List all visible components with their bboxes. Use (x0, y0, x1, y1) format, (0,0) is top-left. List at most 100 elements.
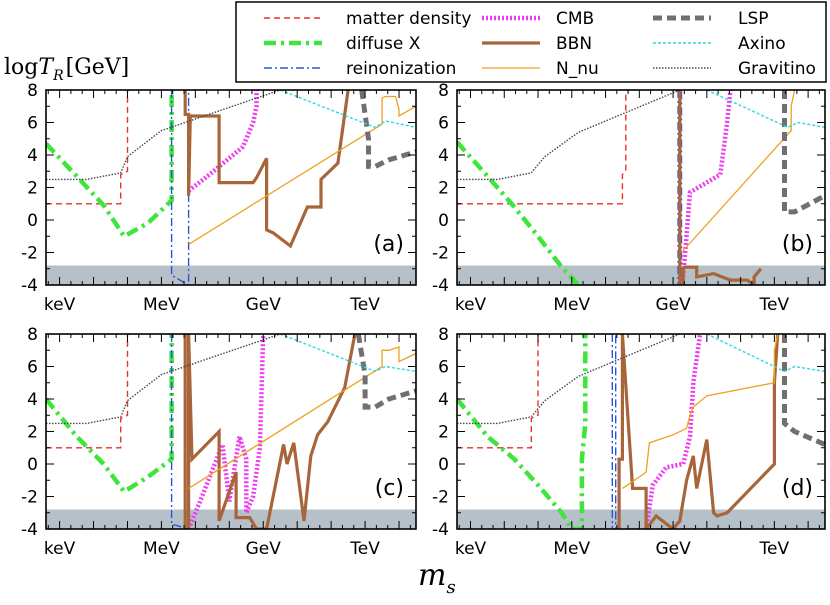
x-tick-label: GeV (246, 295, 282, 315)
y-tick-label: 6 (438, 114, 449, 134)
series-diffuse-x (457, 334, 588, 529)
series-diffuse-x (457, 140, 581, 285)
y-tick-label: 4 (27, 146, 38, 166)
panel-label: (c) (375, 476, 404, 501)
series-n-nu (622, 334, 779, 489)
legend-label-reinonization: reinonization (346, 59, 456, 79)
x-tick-label: keV (455, 295, 487, 315)
series-matter-density (46, 334, 131, 449)
legend-label-n-nu: N_nu (556, 59, 599, 79)
legend-label-bbn: BBN (556, 34, 592, 54)
legend-label-cmb: CMB (556, 9, 594, 29)
y-tick-label: 8 (27, 325, 38, 345)
series-gravitino (46, 334, 281, 425)
series-bbn (183, 334, 359, 529)
series-lsp (359, 90, 416, 169)
series-axino (279, 334, 416, 373)
series-matter-density (457, 334, 542, 449)
x-tick-label: MeV (553, 295, 590, 315)
y-tick-label: 2 (438, 179, 449, 199)
panel-d: 8 6 4 2 0 -2 -4 keV MeV GeV TeV (d) (432, 325, 826, 559)
legend-entry-axino: Axino (653, 34, 786, 54)
y-tick-label: 0 (27, 211, 38, 231)
legend-entry-n-nu: N_nu (482, 59, 599, 79)
series-matter-density (457, 90, 630, 205)
series-cmb (643, 334, 703, 529)
y-tick-label: -4 (21, 276, 38, 296)
y-tick-label: 0 (27, 455, 38, 475)
y-tick-label: 0 (438, 211, 449, 231)
x-tick-label: GeV (246, 539, 282, 559)
series-group (457, 334, 825, 529)
series-gravitino (46, 90, 281, 181)
panel-label: (a) (373, 232, 404, 257)
series-group (46, 90, 416, 285)
legend-entry-lsp: LSP (653, 9, 769, 29)
y-axis-label: logTR[GeV] (4, 55, 129, 84)
series-axino (706, 334, 825, 373)
y-tick-label: 0 (438, 455, 449, 475)
legend: matter density diffuse X reinonization CMB B… (235, 1, 827, 83)
series-matter-density (46, 90, 131, 205)
series-gravitino (457, 334, 681, 425)
x-tick-label: MeV (143, 295, 180, 315)
series-cmb (186, 334, 266, 529)
y-tick-label: 4 (438, 390, 449, 410)
series-reinonization (170, 334, 190, 529)
legend-entry-matter-density: matter density (264, 9, 472, 29)
excluded-region-band (46, 265, 416, 285)
x-tick-label: keV (44, 539, 76, 559)
legend-entry-reinonization: reinonization (264, 59, 456, 79)
y-tick-label: 6 (27, 358, 38, 378)
x-tick-label: TeV (349, 539, 380, 559)
y-tick-label: -2 (21, 488, 38, 508)
y-tick-label: 8 (27, 81, 38, 101)
series-group (46, 334, 416, 529)
series-lsp (782, 90, 825, 215)
y-tick-label: 6 (27, 114, 38, 134)
y-tick-label: 8 (438, 325, 449, 345)
x-tick-label: keV (455, 539, 487, 559)
legend-label-lsp: LSP (738, 9, 769, 29)
series-reinonization (677, 90, 683, 285)
series-lsp (782, 334, 825, 447)
series-bbn (183, 90, 350, 249)
panel-c: 8 6 4 2 0 -2 -4 keV MeV GeV TeV (c) (21, 325, 417, 559)
legend-label-axino: Axino (738, 34, 786, 54)
y-tick-label: 2 (27, 179, 38, 199)
legend-entry-cmb: CMB (482, 9, 594, 29)
y-tick-label: 2 (438, 423, 449, 443)
plot-frame (456, 89, 826, 286)
plot-frame (45, 89, 417, 286)
panel-b: 8 6 4 2 0 -2 -4 keV MeV GeV TeV (b) (432, 81, 826, 315)
x-tick-label: keV (44, 295, 76, 315)
y-tick-label: 2 (27, 423, 38, 443)
y-tick-label: -4 (21, 520, 38, 540)
series-axino (706, 90, 825, 129)
panel-a: 8 6 4 2 0 -2 -4 keV MeV GeV TeV (a) (21, 81, 417, 315)
y-tick-label: -2 (432, 488, 449, 508)
series-reinonization (611, 334, 617, 529)
y-tick-label: 4 (27, 390, 38, 410)
y-tick-label: -2 (432, 244, 449, 264)
legend-label-diffuse-x: diffuse X (346, 34, 421, 54)
x-tick-label: MeV (553, 539, 590, 559)
panel-label: (b) (782, 232, 813, 257)
x-tick-label: TeV (759, 295, 790, 315)
excluded-region-band (46, 509, 416, 529)
series-n-nu (681, 90, 796, 253)
y-tick-label: 8 (438, 81, 449, 101)
series-diffuse-x (46, 90, 174, 240)
x-tick-label: TeV (759, 539, 790, 559)
series-cmb (680, 90, 733, 278)
excluded-region-band (457, 265, 825, 285)
series-cmb (187, 90, 259, 193)
legend-label-matter-density: matter density (346, 9, 472, 29)
series-reinonization (170, 90, 190, 285)
y-tick-label: -4 (432, 276, 449, 296)
series-n-nu (188, 95, 416, 245)
y-tick-label: -4 (432, 520, 449, 540)
series-n-nu (188, 346, 416, 489)
x-tick-label: GeV (655, 539, 691, 559)
